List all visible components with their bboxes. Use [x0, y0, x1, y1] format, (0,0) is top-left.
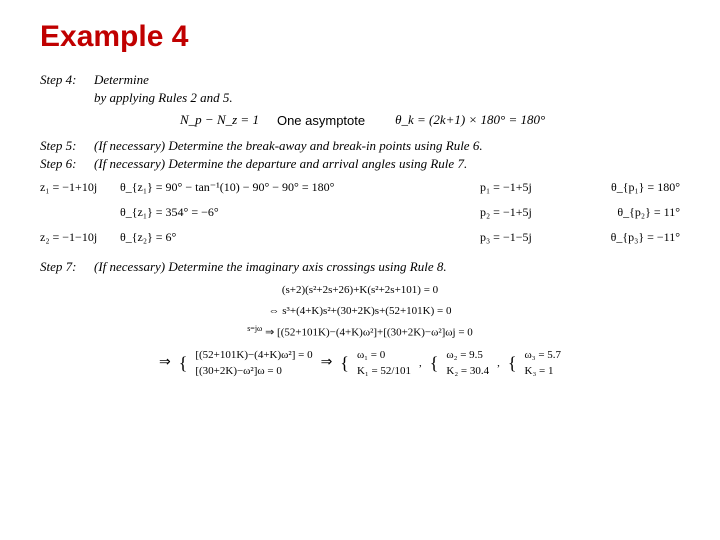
- step-6-label: Step 6:: [40, 156, 94, 172]
- angles-block: z₁ = −1+10j θ_{z₁} = 90° − tan⁻¹(10) − 9…: [40, 180, 680, 245]
- step-6-text: (If necessary) Determine the departure a…: [94, 156, 680, 172]
- z1: z₁ = −1+10j: [40, 180, 120, 195]
- eq-bracket-2: [(30+2K)−ω²]ω = 0: [195, 363, 312, 380]
- p1: p₁ = −1+5j: [480, 180, 532, 195]
- eq-bracket-1: [(52+101K)−(4+K)ω²] = 0: [195, 347, 312, 364]
- step-5-label: Step 5:: [40, 138, 94, 154]
- eq-line-1: (s+2)(s²+2s+26)+K(s²+2s+101) = 0: [40, 281, 680, 300]
- asymptote-label: One asymptote: [277, 113, 365, 128]
- z2: z₂ = −1−10j: [40, 230, 120, 245]
- p2: p₂ = −1+5j: [480, 205, 532, 220]
- eq-result-2: ω₂ = 9.5 K₂ = 30.4: [446, 347, 489, 380]
- theta-p2: θ_{p₂} = 11°: [617, 205, 680, 220]
- step-7-label: Step 7:: [40, 259, 94, 275]
- eq-line-3: s=jω ⇒ [(52+101K)−(4+K)ω²]+[(30+2K)−ω²]ω…: [40, 322, 680, 342]
- step-7-text: (If necessary) Determine the imaginary a…: [94, 259, 680, 275]
- step-5: Step 5: (If necessary) Determine the bre…: [40, 138, 680, 154]
- step-4: Step 4: Determine: [40, 72, 680, 88]
- eq-result-3: ω₃ = 5.7 K₃ = 1: [525, 347, 562, 380]
- asymptote-row: N_p − N_z = 1 One asymptote θ_k = (2k+1)…: [40, 112, 680, 128]
- theta-z1b: θ_{z₁} = 354° = −6°: [120, 205, 480, 220]
- step-4-text: Determine: [94, 72, 680, 88]
- step-4-text2: by applying Rules 2 and 5.: [94, 90, 680, 106]
- theta-z2: θ_{z₂} = 6°: [120, 230, 480, 245]
- p3: p₃ = −1−5j: [480, 230, 532, 245]
- step-4-label: Step 4:: [40, 72, 94, 88]
- eq-bracket-group: [(52+101K)−(4+K)ω²] = 0 [(30+2K)−ω²]ω = …: [195, 347, 312, 380]
- equations-block: (s+2)(s²+2s+26)+K(s²+2s+101) = 0 ⇔ s³+(4…: [40, 281, 680, 380]
- eq-final-row: ⇒ { [(52+101K)−(4+K)ω²] = 0 [(30+2K)−ω²]…: [40, 347, 680, 380]
- theta-k-formula: θ_k = (2k+1) × 180° = 180°: [395, 112, 545, 128]
- eq-line-2: ⇔ s³+(4+K)s²+(30+2K)s+(52+101K) = 0: [40, 302, 680, 321]
- eq-result-1: ω₁ = 0 K₁ = 52/101: [357, 347, 411, 380]
- step-6: Step 6: (If necessary) Determine the dep…: [40, 156, 680, 172]
- step-5-text: (If necessary) Determine the break-away …: [94, 138, 680, 154]
- page-title: Example 4: [40, 20, 680, 54]
- theta-p3: θ_{p₃} = −11°: [611, 230, 680, 245]
- np-nz-formula: N_p − N_z = 1: [180, 112, 259, 128]
- theta-z1: θ_{z₁} = 90° − tan⁻¹(10) − 90° − 90° = 1…: [120, 180, 480, 195]
- step-7: Step 7: (If necessary) Determine the ima…: [40, 259, 680, 275]
- theta-p1: θ_{p₁} = 180°: [611, 180, 680, 195]
